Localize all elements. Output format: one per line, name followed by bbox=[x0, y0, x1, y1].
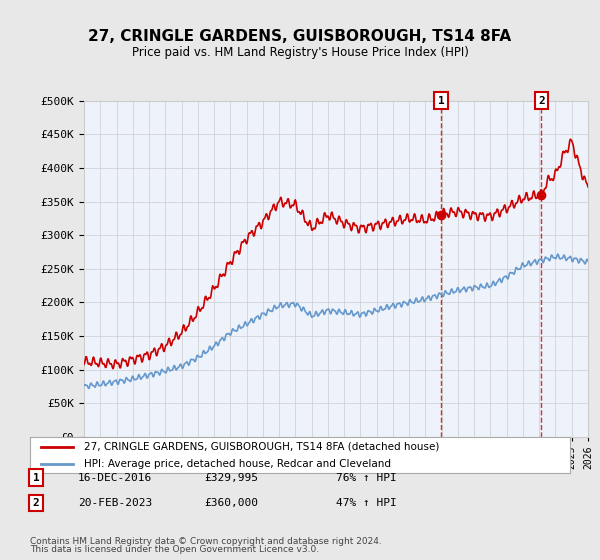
Text: 47% ↑ HPI: 47% ↑ HPI bbox=[336, 498, 397, 508]
Text: 1: 1 bbox=[437, 96, 445, 106]
Text: This data is licensed under the Open Government Licence v3.0.: This data is licensed under the Open Gov… bbox=[30, 545, 319, 554]
Text: 76% ↑ HPI: 76% ↑ HPI bbox=[336, 473, 397, 483]
Text: 2: 2 bbox=[538, 96, 545, 106]
Text: HPI: Average price, detached house, Redcar and Cleveland: HPI: Average price, detached house, Redc… bbox=[84, 459, 391, 469]
Text: 20-FEB-2023: 20-FEB-2023 bbox=[78, 498, 152, 508]
Text: 27, CRINGLE GARDENS, GUISBOROUGH, TS14 8FA (detached house): 27, CRINGLE GARDENS, GUISBOROUGH, TS14 8… bbox=[84, 442, 439, 452]
Text: 2: 2 bbox=[32, 498, 40, 508]
Text: Contains HM Land Registry data © Crown copyright and database right 2024.: Contains HM Land Registry data © Crown c… bbox=[30, 537, 382, 546]
Text: 16-DEC-2016: 16-DEC-2016 bbox=[78, 473, 152, 483]
Text: 27, CRINGLE GARDENS, GUISBOROUGH, TS14 8FA: 27, CRINGLE GARDENS, GUISBOROUGH, TS14 8… bbox=[88, 29, 512, 44]
Text: 1: 1 bbox=[32, 473, 40, 483]
Text: £360,000: £360,000 bbox=[204, 498, 258, 508]
Text: Price paid vs. HM Land Registry's House Price Index (HPI): Price paid vs. HM Land Registry's House … bbox=[131, 46, 469, 59]
Text: £329,995: £329,995 bbox=[204, 473, 258, 483]
